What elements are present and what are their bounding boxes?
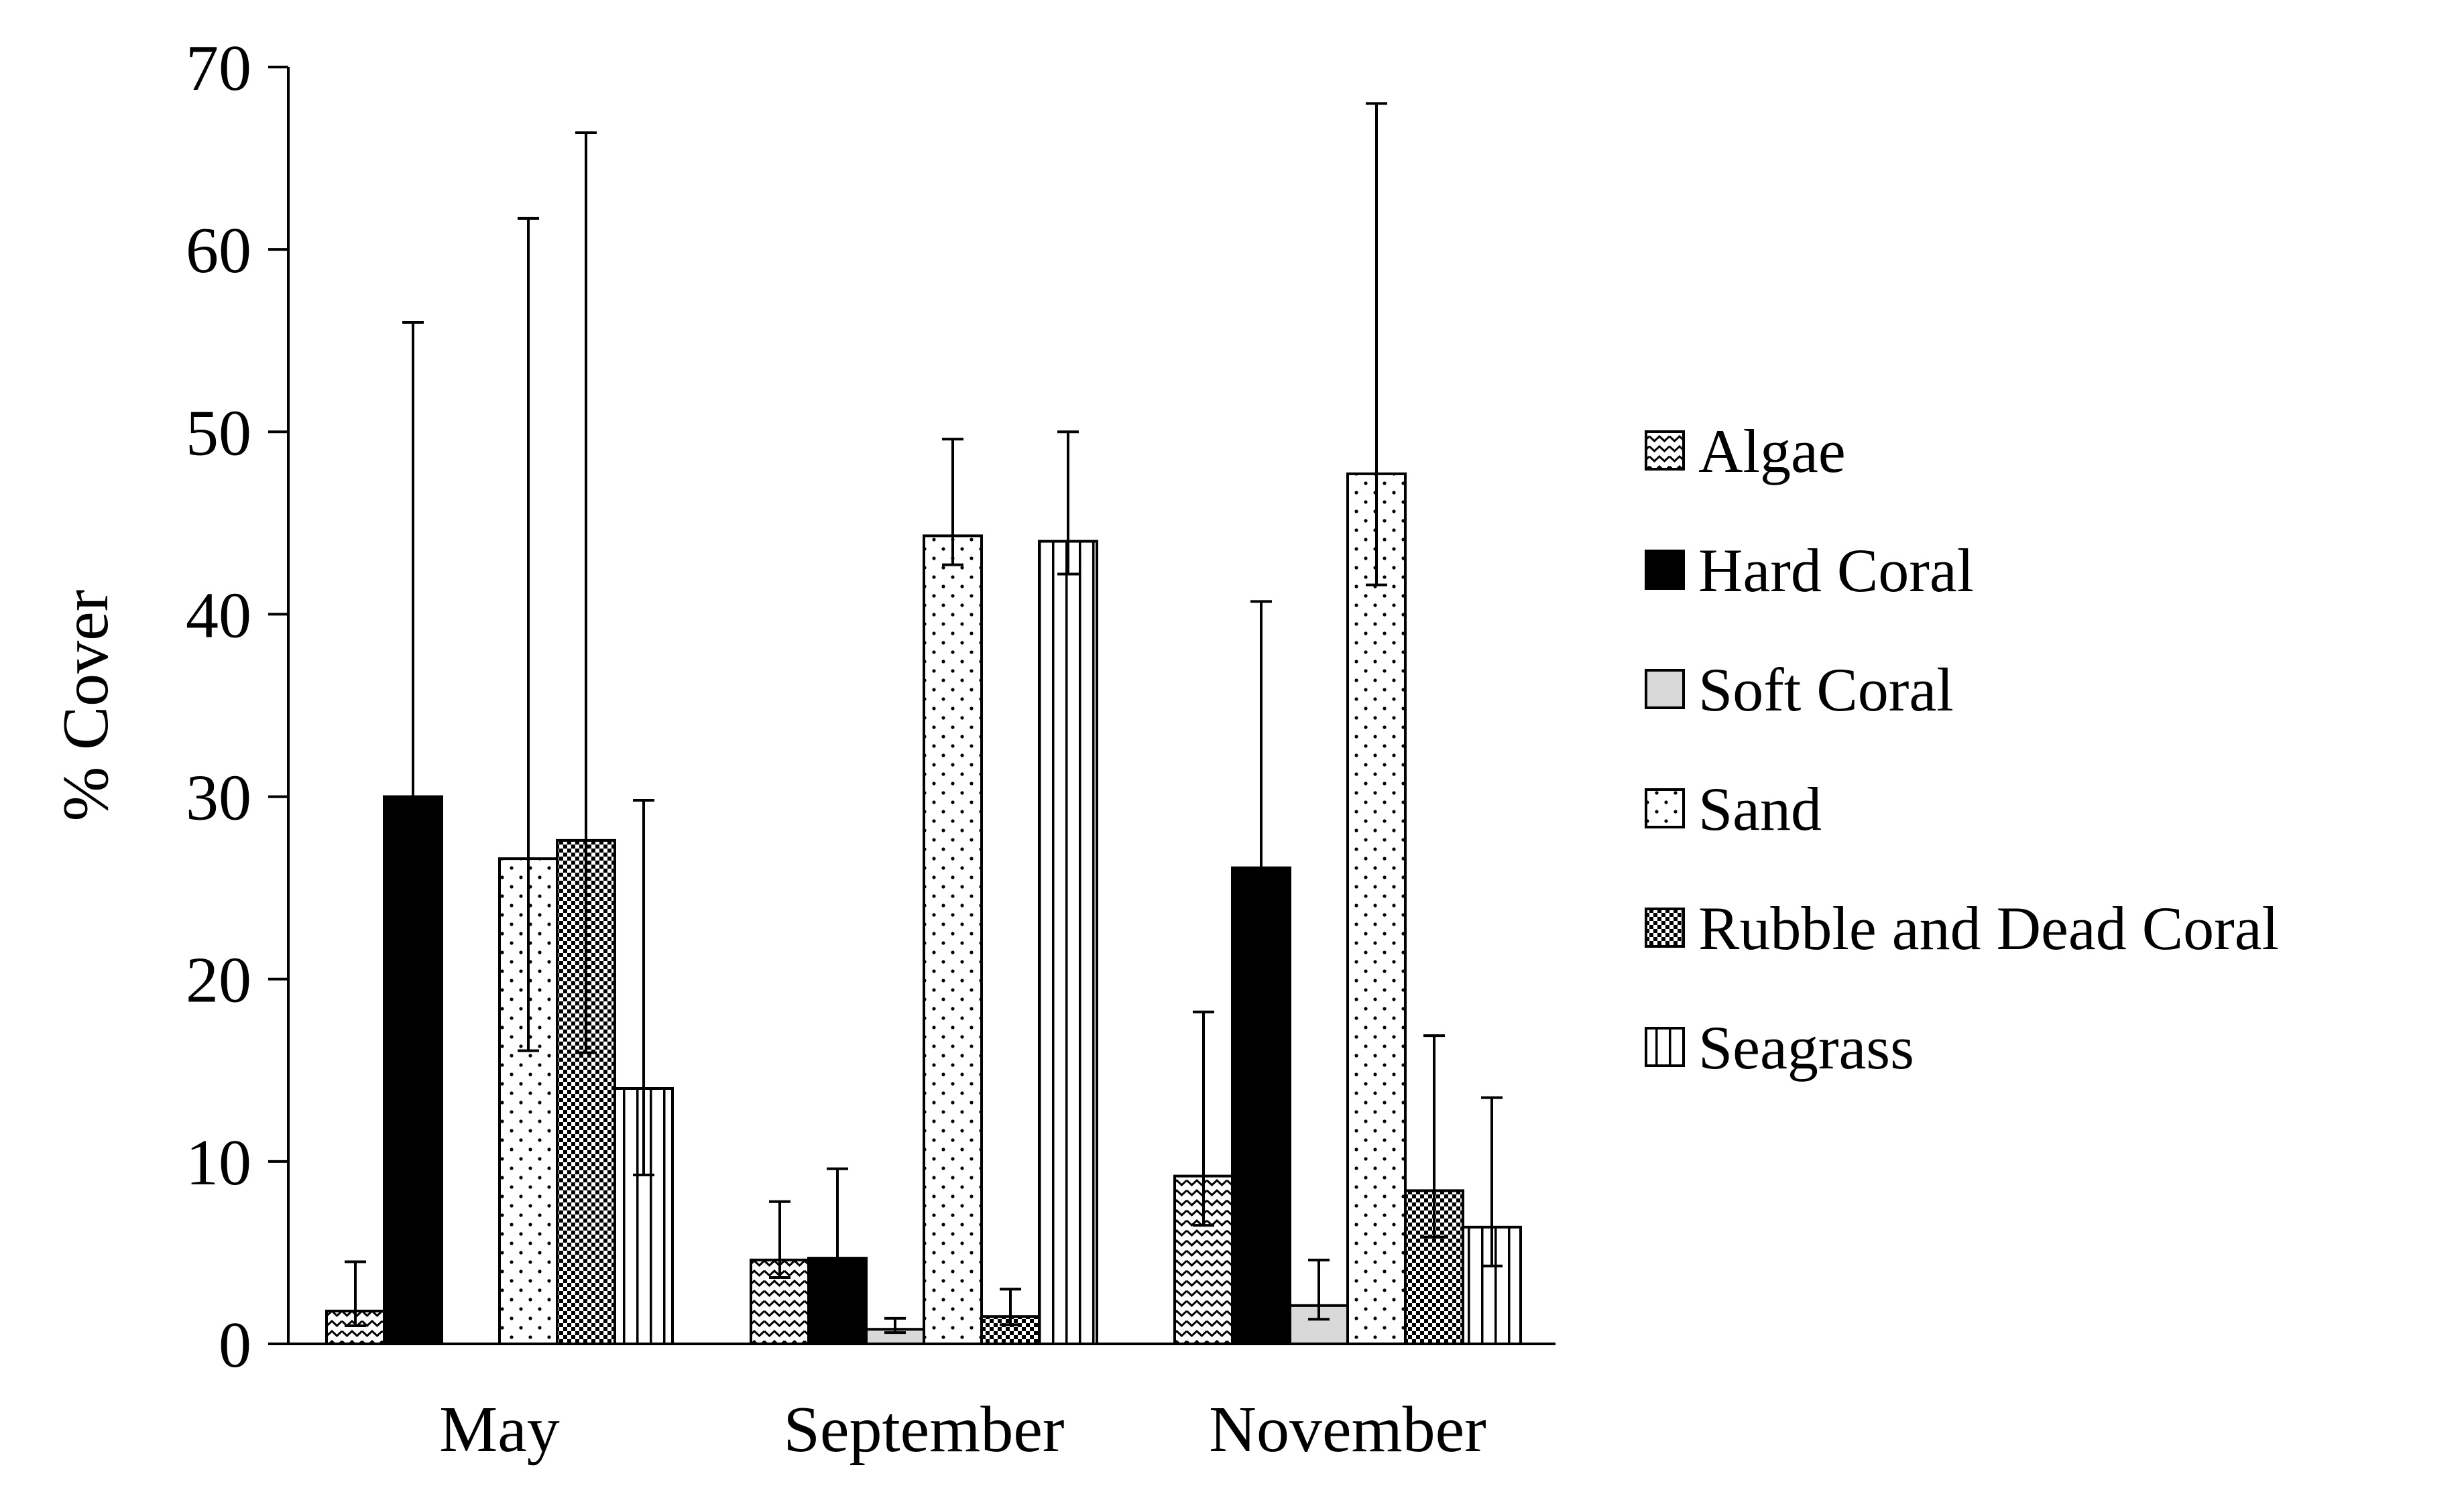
legend-swatch-soft-coral <box>1645 669 1685 709</box>
y-tick-label: 30 <box>186 762 251 834</box>
y-tick-label: 40 <box>186 579 251 651</box>
bar-seagrass <box>1038 540 1098 1345</box>
legend-swatch-sand <box>1645 788 1685 828</box>
legend-swatch-rubble-and-dead-coral <box>1645 908 1685 948</box>
legend-label: Sand <box>1698 775 1822 843</box>
legend-swatch-seagrass <box>1645 1027 1685 1067</box>
x-category-label: November <box>1209 1393 1486 1466</box>
y-tick-label: 10 <box>186 1127 251 1199</box>
y-axis-title: % Cover <box>50 590 122 822</box>
legend-label: Rubble and Dead Coral <box>1698 894 2279 962</box>
legend-swatch-algae <box>1645 430 1685 471</box>
y-tick-label: 0 <box>219 1309 251 1381</box>
x-category-label: May <box>439 1393 560 1466</box>
legend-swatch-hard-coral <box>1645 550 1685 590</box>
legend: Algae Hard Coral Soft Coral Sand Rubble and … <box>1645 417 2279 1082</box>
x-category-label: September <box>783 1393 1064 1466</box>
y-tick-label: 20 <box>186 944 251 1017</box>
legend-label: Algae <box>1698 417 1846 485</box>
y-tick-label: 60 <box>186 214 251 287</box>
legend-label: Hard Coral <box>1698 536 1974 605</box>
y-tick-label: 50 <box>186 397 251 469</box>
bar-sand <box>1346 472 1407 1346</box>
plot-area: 0 10 20 30 40 50 60 70 % Cover May September Novemb… <box>50 32 1556 1466</box>
bar-sand <box>923 534 983 1346</box>
legend-label: Soft Coral <box>1698 656 1954 724</box>
y-tick-label: 70 <box>186 32 251 105</box>
legend-label: Seagrass <box>1698 1013 1914 1082</box>
